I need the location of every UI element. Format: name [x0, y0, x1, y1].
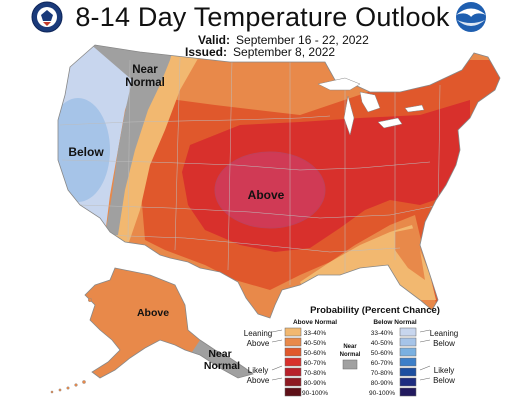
noaa-logo-text: NOAA: [462, 16, 480, 22]
likely-below-line1: Likely: [434, 366, 454, 375]
above-swatch-1: [284, 337, 302, 347]
leaning-above-line2: Above: [247, 339, 270, 348]
near-normal-west-label-line1: Near: [132, 64, 158, 76]
above-swatch-0: [284, 327, 302, 337]
below-bin-label-2: 50-60%: [371, 350, 394, 357]
issued-label: Issued:: [185, 45, 228, 59]
above-bin-label-5: 80-90%: [304, 380, 327, 387]
likely-above-line1: Likely: [248, 366, 268, 375]
above-bin-label-3: 60-70%: [304, 360, 327, 367]
alaska-above-label: Above: [137, 307, 169, 319]
legend: Probability (Percent Chance) Above Norma…: [244, 305, 458, 397]
leaning-below-line2: Below: [433, 339, 455, 348]
legend-title: Probability (Percent Chance): [310, 305, 440, 316]
above-swatch-5: [284, 377, 302, 387]
above-swatch-2: [284, 347, 302, 357]
below-bin-label-1: 40-50%: [371, 340, 394, 347]
noaa-logo-icon: NOAA: [456, 2, 486, 32]
below-swatch-0: [399, 327, 417, 337]
above-swatch-3: [284, 357, 302, 367]
below-bin-label-0: 33-40%: [371, 330, 394, 337]
likely-below-line2: Below: [433, 376, 455, 385]
near-normal-alaska-label-line2: Normal: [204, 360, 240, 372]
page-title: 8-14 Day Temperature Outlook: [75, 2, 450, 32]
below-bin-label-3: 60-70%: [371, 360, 394, 367]
near-normal-legend-line1: Near: [343, 344, 357, 350]
below-swatch-2: [399, 347, 417, 357]
great-lakes: [317, 77, 425, 136]
legend-below-header: Below Normal: [373, 319, 417, 326]
legend-above-header: Above Normal: [293, 319, 337, 326]
above-bin-label-4: 70-80%: [304, 370, 327, 377]
below-swatch-4: [399, 367, 417, 377]
leaning-below-line1: Leaning: [430, 329, 458, 338]
likely-above-line2: Above: [247, 376, 270, 385]
below-bin-label-6: 90-100%: [369, 390, 395, 397]
above-swatch-6: [284, 387, 302, 397]
near-normal-legend-line2: Normal: [340, 352, 361, 358]
issued-date: Issued: September 8, 2022: [185, 45, 335, 59]
above-bin-label-0: 33-40%: [304, 330, 327, 337]
below-swatch-3: [399, 357, 417, 367]
below-bin-label-4: 70-80%: [371, 370, 394, 377]
above-bin-label-1: 40-50%: [304, 340, 327, 347]
valid-label: Valid:: [198, 33, 231, 47]
above-bin-label-2: 50-60%: [304, 350, 327, 357]
below-label: Below: [68, 145, 104, 159]
valid-dates: Valid: September 16 - 22, 2022: [198, 33, 369, 47]
near-normal-swatch: [342, 359, 358, 370]
above-swatch-4: [284, 367, 302, 377]
below-swatch-5: [399, 377, 417, 387]
leaning-above-line1: Leaning: [244, 329, 272, 338]
above-label: Above: [248, 188, 285, 202]
valid-value: September 16 - 22, 2022: [236, 33, 369, 47]
below-swatch-1: [399, 337, 417, 347]
below-swatch-6: [399, 387, 417, 397]
issued-value: September 8, 2022: [233, 45, 336, 59]
near-normal-alaska-label-line1: Near: [208, 348, 231, 360]
commerce-seal-icon: [31, 1, 63, 33]
below-bin-label-5: 80-90%: [371, 380, 394, 387]
above-bin-label-6: 90-100%: [302, 390, 328, 397]
near-normal-west-label-line2: Normal: [125, 77, 165, 89]
